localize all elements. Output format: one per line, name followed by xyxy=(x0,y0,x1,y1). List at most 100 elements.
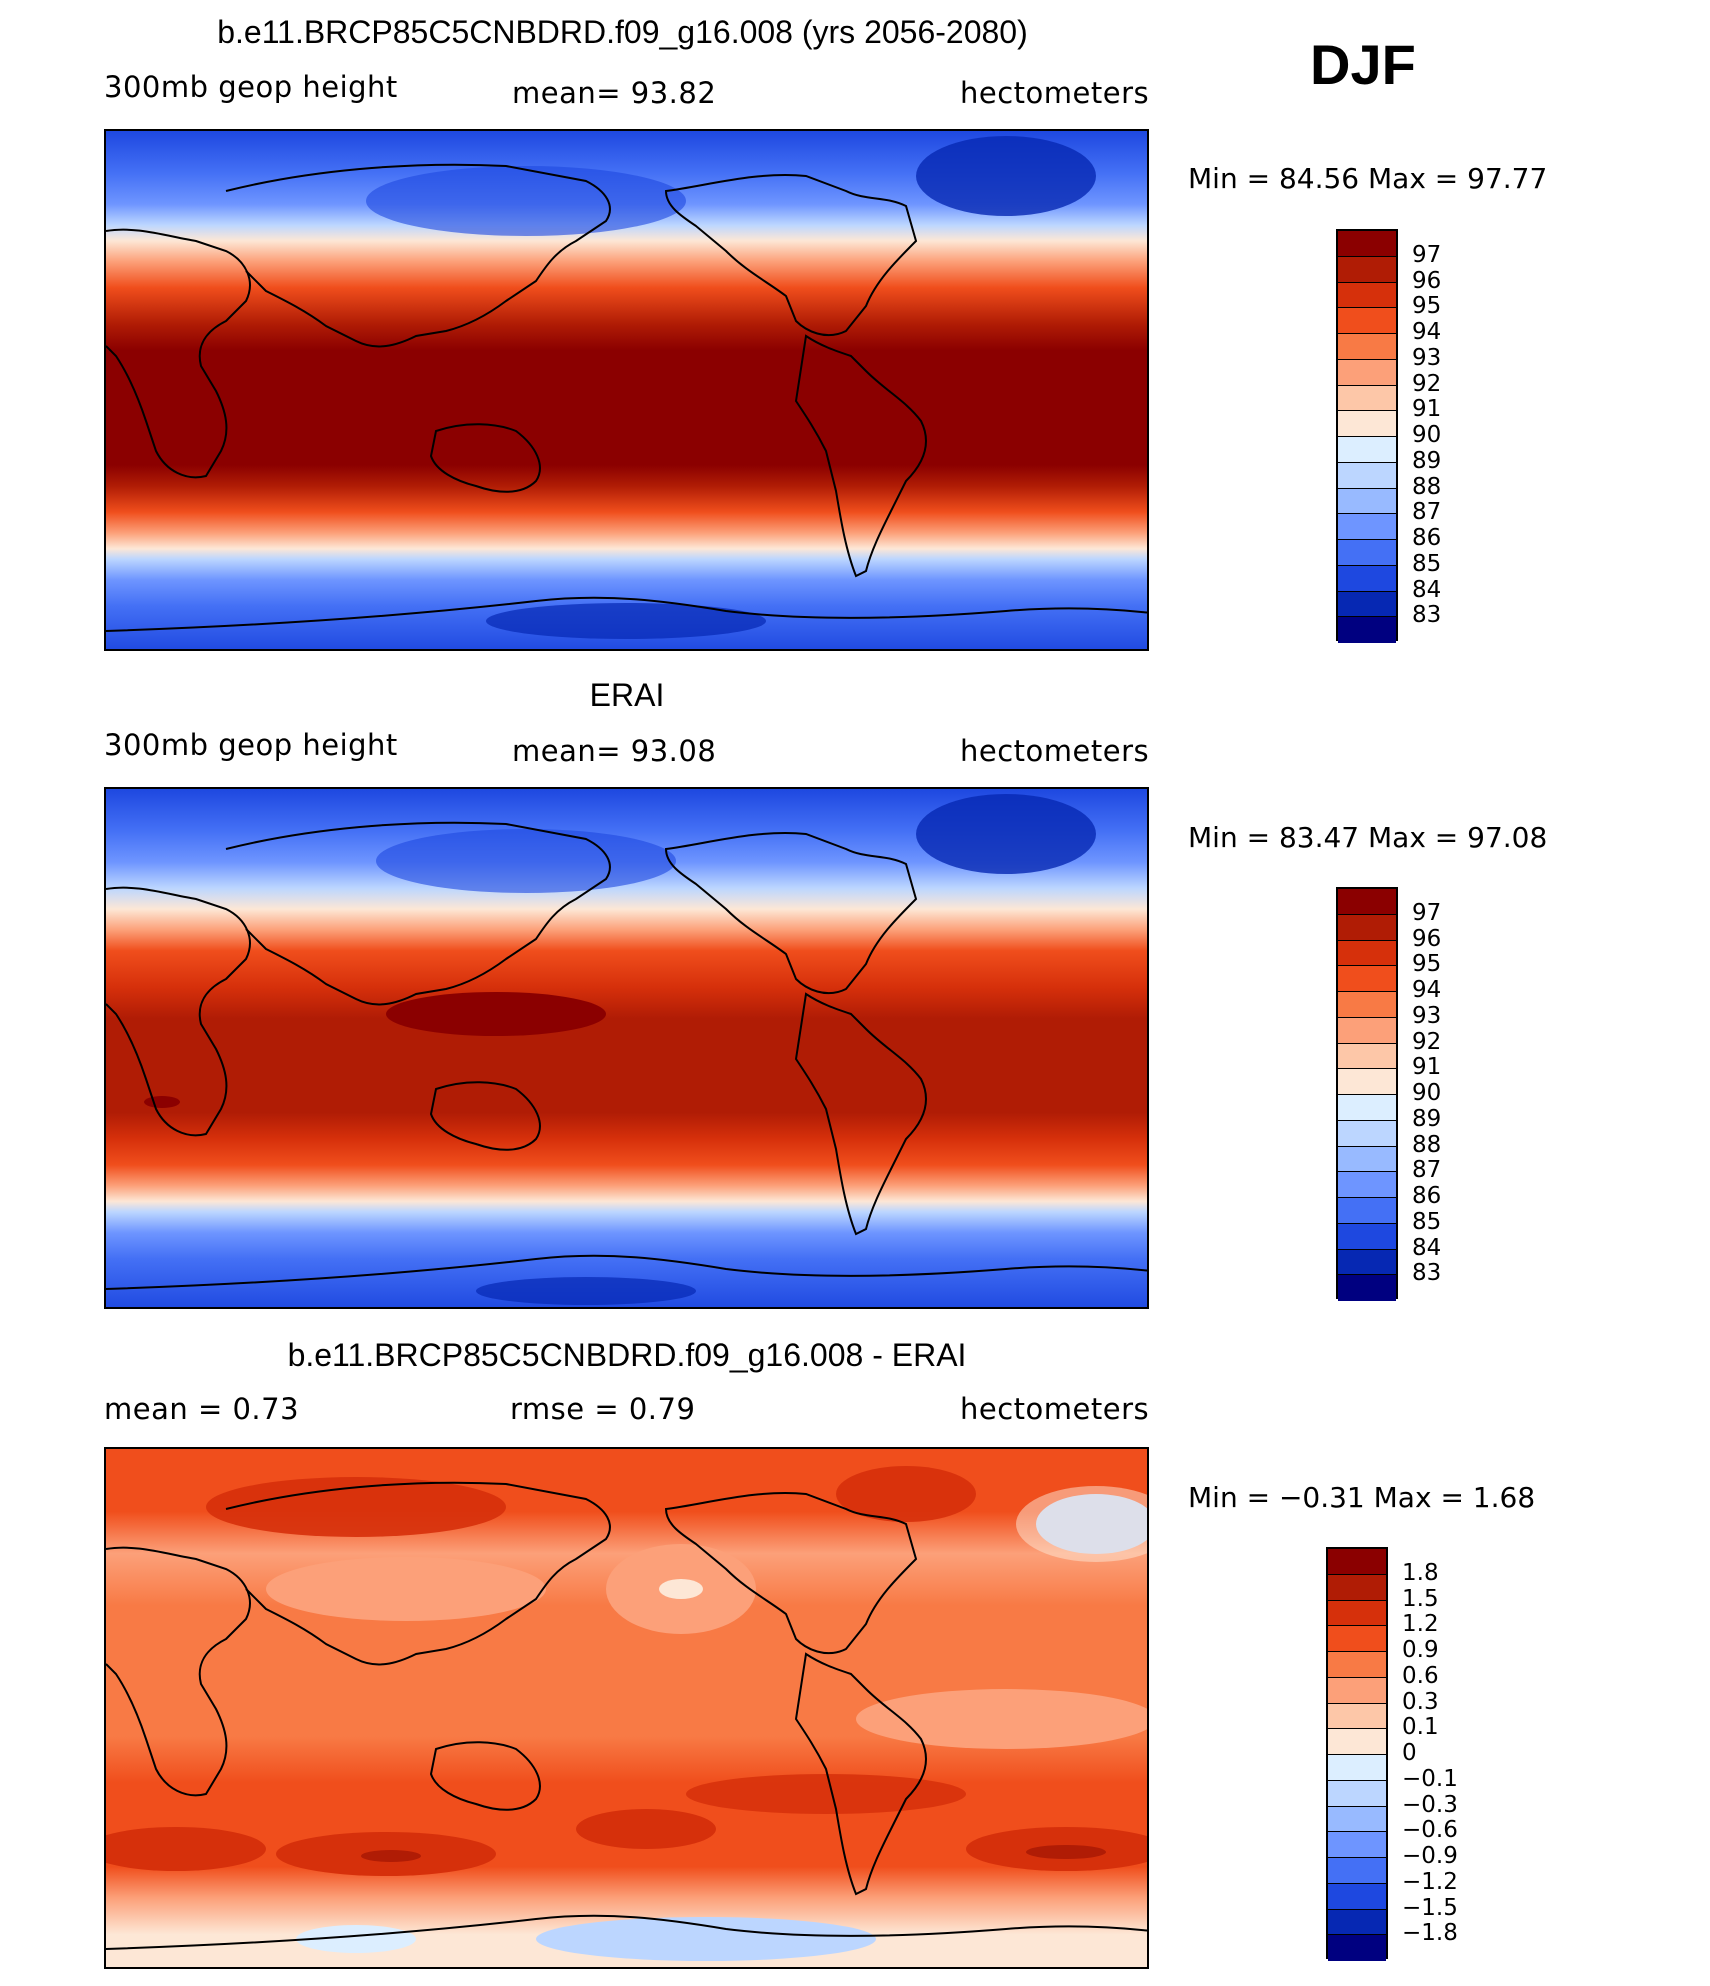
map-panel-diff xyxy=(104,1447,1149,1969)
colorbar-tick-label: 90 xyxy=(1412,422,1442,448)
colorbar-tick-label: 1.2 xyxy=(1402,1611,1439,1638)
colorbar-tick-label: 88 xyxy=(1412,473,1442,500)
colorbar-swatch xyxy=(1338,617,1396,643)
coastline xyxy=(794,1652,927,1896)
colorbar-tick-label: 95 xyxy=(1412,293,1442,320)
colorbar-tick-label: 91 xyxy=(1412,396,1442,423)
colorbar-swatches xyxy=(1326,1547,1388,1961)
colorbar-swatch xyxy=(1328,1677,1386,1704)
colorbar-tick-label: 94 xyxy=(1412,977,1442,1003)
colorbar-swatch xyxy=(1338,1017,1396,1044)
colorbar-tick-label: 92 xyxy=(1412,1028,1442,1055)
colorbar-tick-label: −1.2 xyxy=(1402,1868,1458,1895)
colorbar-swatch xyxy=(1328,1755,1386,1781)
coastline xyxy=(225,1481,611,1666)
map-panel-model xyxy=(104,129,1149,651)
variable-label-obs: 300mb geop height xyxy=(104,728,398,762)
colorbar-tick-label: 83 xyxy=(1412,1260,1442,1287)
colorbar-swatch xyxy=(1338,411,1396,437)
mean-label-diff: mean = 0.73 xyxy=(104,1392,300,1426)
coastline xyxy=(106,596,1147,632)
panel-title-model: b.e11.BRCP85C5CNBDRD.f09_g16.008 (yrs 20… xyxy=(217,14,1028,50)
panel-title-obs: ERAI xyxy=(589,677,665,713)
colorbar-tick-label: 84 xyxy=(1412,1234,1442,1261)
coastline xyxy=(429,1741,541,1811)
coastline xyxy=(106,228,251,479)
colorbar-swatch xyxy=(1338,966,1396,992)
map-panel-obs xyxy=(104,787,1149,1309)
colorbar-tick-label: 92 xyxy=(1412,370,1442,397)
panel-title-diff: b.e11.BRCP85C5CNBDRD.f09_g16.008 - ERAI xyxy=(287,1337,967,1373)
colorbar-swatch xyxy=(1328,1729,1386,1755)
colorbar-tick-label: −0.3 xyxy=(1402,1791,1458,1818)
colorbar-tick-label: 84 xyxy=(1412,576,1442,603)
colorbar-tick-label: 97 xyxy=(1412,899,1442,926)
colorbar-swatch xyxy=(1338,1172,1396,1198)
colorbar-tick-label: 96 xyxy=(1412,267,1442,294)
colorbar-tick-label: −0.1 xyxy=(1402,1765,1458,1792)
colorbar-swatch xyxy=(1328,1703,1386,1730)
coastline xyxy=(794,334,927,578)
units-label-diff: hectometers xyxy=(960,1392,1150,1426)
minmax-label-obs: Min = 83.47 Max = 97.08 xyxy=(1188,821,1548,854)
colorbar-swatch xyxy=(1338,1043,1396,1070)
variable-label-model: 300mb geop height xyxy=(104,70,398,104)
colorbar-swatch xyxy=(1338,1223,1396,1250)
colorbar-tick-label: −0.9 xyxy=(1402,1843,1458,1869)
minmax-label-diff: Min = −0.31 Max = 1.68 xyxy=(1188,1481,1536,1514)
colorbar-tick-label: 90 xyxy=(1412,1080,1442,1106)
colorbar-swatch xyxy=(1338,231,1396,257)
mean-label-model: mean= 93.82 xyxy=(512,76,717,110)
colorbar-tick-label: 0.6 xyxy=(1402,1662,1439,1689)
coastline xyxy=(664,1492,918,1655)
colorbar-tick-label: 86 xyxy=(1412,525,1442,551)
colorbar-swatch xyxy=(1338,308,1396,334)
colorbar-swatch xyxy=(1338,889,1396,915)
colorbar-swatch xyxy=(1338,992,1396,1018)
colorbar-swatch xyxy=(1328,1780,1386,1807)
colorbar-swatch xyxy=(1338,385,1396,412)
coastline xyxy=(429,423,541,493)
colorbar-swatch xyxy=(1338,1069,1396,1095)
colorbar-tick-label: 1.8 xyxy=(1402,1559,1439,1586)
colorbar-swatch xyxy=(1338,1120,1396,1147)
colorbar-swatch xyxy=(1328,1626,1386,1652)
coastline xyxy=(225,821,611,1006)
colorbar-swatch xyxy=(1338,462,1396,489)
colorbar-swatch xyxy=(1338,437,1396,463)
colorbar-swatch xyxy=(1338,1146,1396,1173)
colorbar-tick-label: 93 xyxy=(1412,1002,1442,1029)
colorbar-tick-label: −1.8 xyxy=(1402,1920,1458,1947)
colorbar-swatch xyxy=(1338,1095,1396,1121)
colorbar-swatch xyxy=(1338,359,1396,386)
minmax-label-model: Min = 84.56 Max = 97.77 xyxy=(1188,162,1548,195)
colorbar-tick-label: −0.6 xyxy=(1402,1817,1458,1844)
colorbar-swatch xyxy=(1328,1652,1386,1678)
colorbar-swatch xyxy=(1328,1935,1386,1961)
colorbar-swatch xyxy=(1338,514,1396,540)
colorbar-swatch xyxy=(1338,914,1396,941)
colorbar-tick-label: 89 xyxy=(1412,447,1442,474)
colorbar-swatch xyxy=(1338,334,1396,360)
colorbar-swatch xyxy=(1338,591,1396,618)
colorbar-swatch xyxy=(1328,1883,1386,1910)
colorbar-swatch xyxy=(1328,1549,1386,1575)
colorbar-swatch xyxy=(1328,1858,1386,1884)
colorbar-swatch xyxy=(1328,1832,1386,1858)
units-label-obs: hectometers xyxy=(960,734,1150,768)
colorbar-tick-label: 94 xyxy=(1412,319,1442,345)
colorbar-swatch xyxy=(1338,282,1396,309)
colorbar-tick-label: 85 xyxy=(1412,550,1442,577)
colorbar-swatch xyxy=(1328,1909,1386,1936)
colorbar-tick-label: 87 xyxy=(1412,499,1442,526)
colorbar-swatches xyxy=(1336,229,1398,643)
colorbar-tick-label: 0.9 xyxy=(1402,1637,1439,1663)
coastline xyxy=(664,832,918,995)
colorbar-swatch xyxy=(1338,1275,1396,1301)
mean-label-obs: mean= 93.08 xyxy=(512,734,717,768)
season-label: DJF xyxy=(1310,33,1416,96)
colorbar-swatch xyxy=(1328,1574,1386,1601)
rmse-label-diff: rmse = 0.79 xyxy=(510,1392,696,1426)
colorbar-tick-label: −1.5 xyxy=(1402,1894,1458,1921)
map-diff xyxy=(106,1449,1147,1967)
